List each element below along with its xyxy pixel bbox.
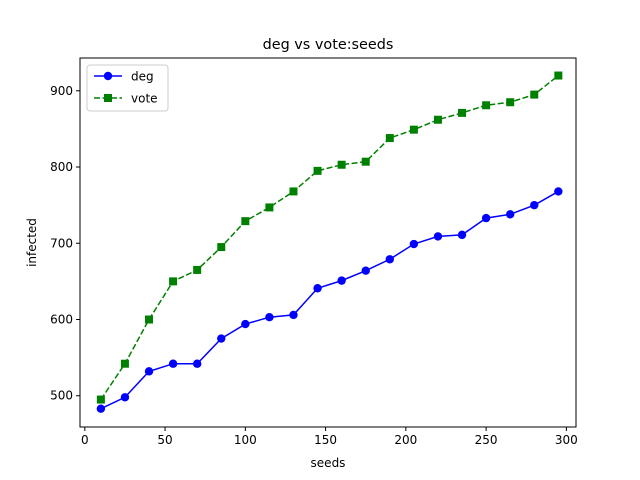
data-point-deg xyxy=(554,187,563,196)
x-tick-label: 200 xyxy=(394,433,417,447)
x-tick-label: 0 xyxy=(81,433,89,447)
data-point-deg xyxy=(192,359,202,368)
y-tick-label: 900 xyxy=(50,84,73,98)
legend-marker-deg xyxy=(103,71,113,81)
x-tick-label: 100 xyxy=(234,433,257,447)
x-tick-label: 300 xyxy=(555,433,578,447)
data-point-deg xyxy=(385,255,394,264)
data-point-vote xyxy=(120,359,129,368)
data-point-deg xyxy=(433,232,443,241)
data-point-deg xyxy=(241,319,250,329)
series-line-deg xyxy=(100,190,559,410)
data-point-vote xyxy=(458,108,467,117)
data-point-vote xyxy=(145,315,154,324)
data-point-deg xyxy=(120,393,130,402)
data-point-vote xyxy=(482,101,491,110)
data-point-deg xyxy=(217,334,226,343)
y-tick-label: 500 xyxy=(50,389,73,403)
data-point-vote xyxy=(265,203,274,212)
data-point-deg xyxy=(96,404,106,413)
y-axis-label: infected xyxy=(25,218,39,267)
data-point-deg xyxy=(361,266,370,275)
series-line-vote xyxy=(100,74,559,400)
x-tick-label: 150 xyxy=(314,433,337,447)
data-point-vote xyxy=(361,157,370,166)
data-point-vote xyxy=(409,125,418,134)
y-tick-label: 700 xyxy=(50,236,73,250)
data-point-vote xyxy=(193,265,202,274)
data-point-deg xyxy=(289,310,298,320)
data-point-vote xyxy=(506,98,515,107)
data-point-vote xyxy=(169,277,178,286)
legend: deg vote xyxy=(86,64,169,112)
data-point-deg xyxy=(457,230,467,240)
data-point-deg xyxy=(505,210,515,219)
x-tick-label: 250 xyxy=(475,433,498,447)
data-point-vote xyxy=(289,187,298,196)
data-point-vote xyxy=(337,160,346,169)
data-point-vote xyxy=(433,115,442,124)
data-point-deg xyxy=(337,276,346,285)
legend-label-deg: deg xyxy=(131,70,154,84)
data-point-deg xyxy=(144,367,154,376)
data-point-deg xyxy=(168,359,178,368)
legend-marker-vote xyxy=(104,94,112,102)
data-point-deg xyxy=(481,213,491,223)
data-point-vote xyxy=(554,71,563,80)
y-tick-label: 600 xyxy=(50,313,73,327)
data-point-vote xyxy=(96,395,105,404)
data-point-vote xyxy=(385,134,394,143)
data-point-vote xyxy=(530,90,539,99)
plot-area-frame xyxy=(79,57,577,428)
data-point-vote xyxy=(313,166,322,175)
data-point-vote xyxy=(217,243,226,252)
data-point-deg xyxy=(313,284,322,293)
data-point-vote xyxy=(241,217,250,226)
legend-label-vote: vote xyxy=(131,92,158,106)
data-point-deg xyxy=(265,313,274,322)
x-tick-label: 50 xyxy=(157,433,172,447)
data-point-deg xyxy=(530,200,539,210)
x-axis-label: seeds xyxy=(311,456,346,470)
chart-title: deg vs vote:seeds xyxy=(263,37,394,53)
data-point-deg xyxy=(409,239,419,249)
y-tick-label: 800 xyxy=(50,160,73,174)
